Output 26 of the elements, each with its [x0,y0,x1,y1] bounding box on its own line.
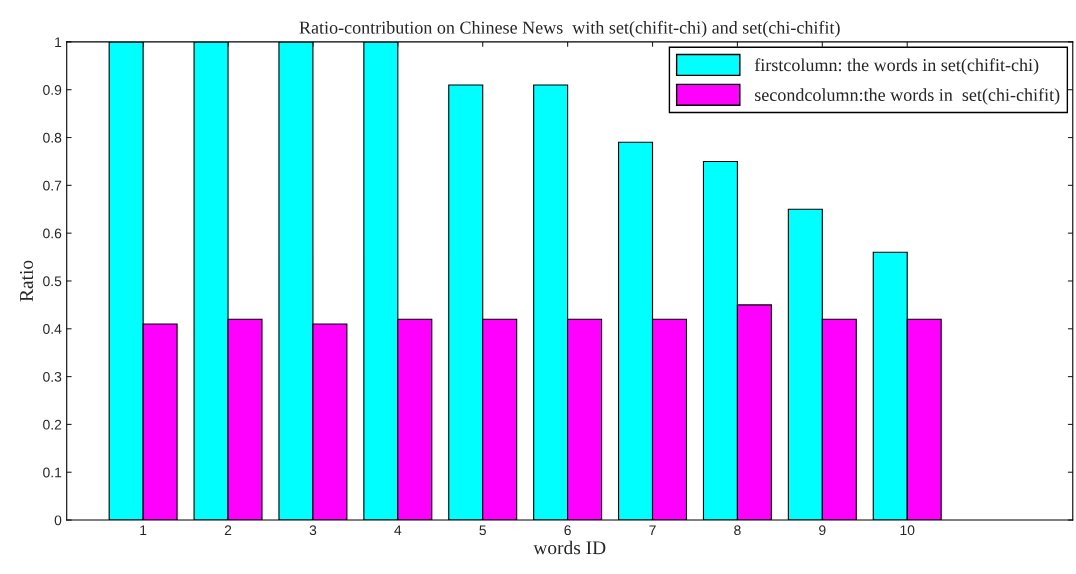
x-tick-label: 8 [734,525,741,536]
x-tick-label: 7 [649,525,656,535]
x-tick-label: 1 [140,525,147,535]
y-axis-title: Ratio [19,260,34,302]
chart-title: Ratio-contribution on Chinese News with set(chifit-chi) and set(chi-chifit) [299,20,840,38]
y-tick-label: 0.5 [43,276,62,287]
y-tick-label: 0.3 [43,371,62,382]
x-axis-title: words ID [533,540,606,555]
x-tick-label: 5 [479,525,486,536]
x-tick-label: 10 [900,525,915,536]
legend-label: firstcolumn: the words in set(chifit-chi) [754,58,1039,75]
x-tick-label: 2 [224,525,232,535]
y-tick-label: 0.2 [43,419,62,430]
y-tick-label: 0.1 [43,467,62,478]
y-tick-label: 0.7 [43,180,62,191]
y-tick-label: 0.8 [43,132,62,143]
x-tick-label: 4 [394,525,402,535]
y-tick-label: 0.4 [43,324,62,334]
y-tick-label: 0.9 [43,85,62,95]
y-tick-label: 0 [54,515,62,526]
y-tick-label: 1 [55,37,62,47]
x-tick-label: 6 [564,525,571,536]
y-tick-label: 0.6 [43,228,62,239]
legend-label: secondcolumn:the words in set(chi-chifit) [755,88,1060,105]
x-tick-label: 3 [309,525,317,536]
x-tick-label: 9 [819,525,826,536]
